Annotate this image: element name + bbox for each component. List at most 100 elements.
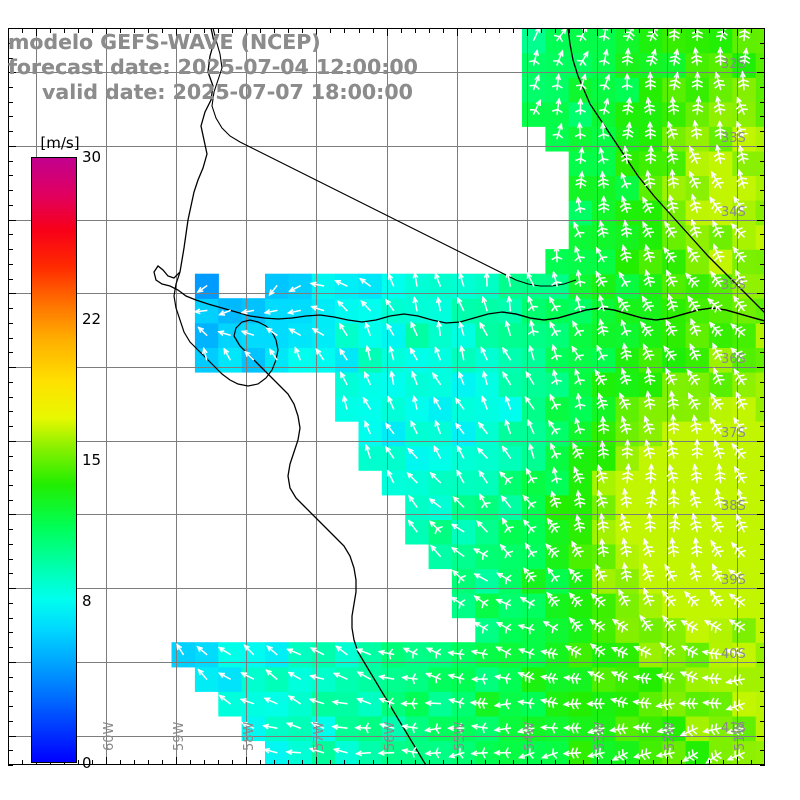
tick-mark	[134, 28, 136, 33]
tick-mark	[760, 101, 765, 103]
tick-mark	[760, 706, 765, 707]
tick-mark	[8, 72, 16, 74]
axis-ticks-left	[8, 28, 16, 766]
tick-mark	[218, 760, 220, 765]
tick-mark	[757, 219, 765, 221]
gridline-lon	[526, 28, 528, 765]
tick-mark	[760, 426, 765, 427]
tick-mark	[8, 322, 13, 324]
tick-mark	[757, 514, 765, 516]
x-axis-label: 56W	[382, 721, 398, 751]
tick-mark	[760, 691, 765, 693]
tick-mark	[8, 234, 13, 236]
tick-mark	[134, 760, 136, 765]
gridline-lon	[246, 28, 248, 765]
tick-mark	[760, 602, 765, 604]
tick-mark	[8, 499, 13, 501]
tick-mark	[8, 617, 13, 619]
tick-mark	[428, 28, 430, 33]
tick-mark	[344, 28, 346, 33]
tick-mark	[680, 760, 682, 765]
tick-mark	[64, 28, 66, 33]
tick-mark	[246, 28, 248, 36]
tick-mark	[751, 28, 752, 33]
tick-mark	[760, 42, 765, 44]
tick-mark	[760, 337, 765, 339]
tick-mark	[760, 543, 765, 545]
gridline-lat	[8, 145, 765, 147]
tick-mark	[302, 760, 304, 765]
tick-mark	[246, 757, 248, 765]
tick-mark	[757, 293, 765, 295]
tick-mark	[442, 28, 444, 33]
tick-mark	[386, 28, 388, 36]
tick-mark	[302, 28, 304, 33]
tick-mark	[708, 760, 710, 765]
tick-mark	[8, 765, 13, 766]
tick-mark	[760, 396, 765, 398]
tick-mark	[344, 760, 346, 765]
tick-mark	[8, 735, 16, 737]
tick-mark	[330, 760, 332, 765]
colorbar-unit-label: [m/s]	[40, 134, 80, 152]
tick-mark	[760, 632, 765, 634]
tick-mark	[760, 499, 765, 501]
tick-mark	[8, 706, 13, 707]
x-axis-label: 58W	[242, 721, 258, 751]
tick-mark	[8, 57, 13, 59]
tick-mark	[8, 293, 16, 295]
tick-mark	[757, 367, 765, 368]
tick-mark	[274, 760, 276, 765]
tick-mark	[8, 411, 13, 413]
tick-mark	[78, 28, 80, 33]
gridline-lat	[8, 735, 765, 737]
tick-mark	[148, 28, 150, 33]
tick-mark	[400, 760, 402, 765]
gridline-lat	[8, 219, 765, 221]
tick-mark	[8, 455, 13, 457]
tick-mark	[358, 28, 360, 33]
y-axis-label: 38S	[721, 499, 746, 515]
tick-mark	[8, 647, 13, 649]
tick-mark	[8, 750, 13, 752]
tick-mark	[8, 573, 13, 575]
tick-mark	[470, 28, 472, 33]
axis-ticks-top	[8, 28, 765, 36]
gridline-lon	[106, 28, 108, 765]
tick-mark	[760, 278, 765, 280]
tick-mark	[596, 28, 598, 36]
tick-mark	[8, 588, 16, 590]
tick-mark	[232, 28, 234, 33]
tick-mark	[176, 757, 178, 765]
tick-mark	[414, 28, 416, 33]
tick-mark	[760, 720, 765, 722]
tick-mark	[22, 28, 23, 33]
tick-mark	[554, 760, 556, 765]
y-axis-label: 32S	[721, 57, 746, 73]
tick-mark	[694, 28, 696, 33]
tick-mark	[760, 617, 765, 619]
tick-mark	[148, 760, 150, 765]
wind-vectors	[176, 28, 751, 764]
tick-mark	[652, 28, 654, 33]
tick-mark	[737, 757, 738, 765]
tick-mark	[8, 661, 16, 663]
tick-mark	[8, 87, 13, 88]
gridline-lat	[8, 367, 765, 368]
tick-mark	[316, 757, 318, 765]
tick-mark	[484, 760, 486, 765]
colorbar-gradient	[31, 157, 77, 763]
tick-mark	[760, 160, 765, 162]
tick-mark	[760, 87, 765, 88]
y-axis-label: 36S	[721, 352, 746, 368]
tick-mark	[760, 381, 765, 383]
tick-mark	[8, 720, 13, 722]
tick-mark	[260, 760, 262, 765]
tick-mark	[316, 28, 318, 36]
tick-mark	[610, 28, 612, 33]
tick-mark	[204, 28, 206, 33]
tick-mark	[204, 760, 206, 765]
coastline	[153, 28, 765, 765]
gridline-lon	[737, 28, 738, 765]
tick-mark	[760, 308, 765, 310]
